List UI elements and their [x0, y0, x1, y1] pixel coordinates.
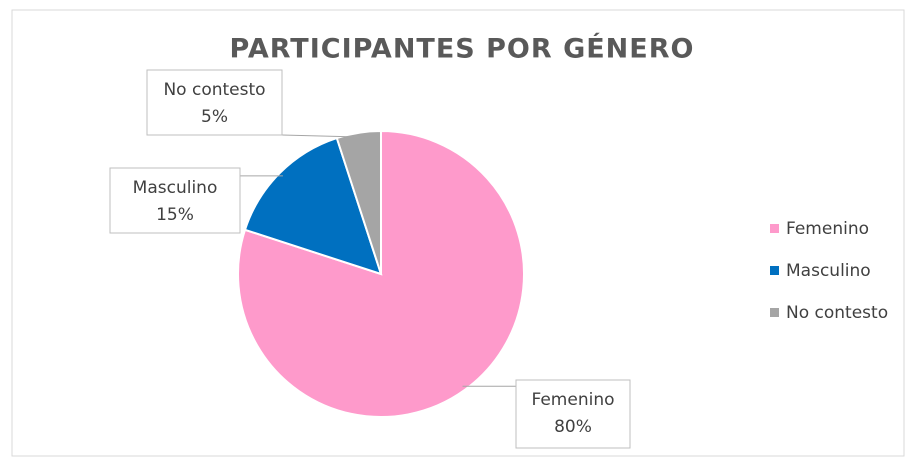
legend-swatch: [770, 224, 779, 233]
data-label-value: 80%: [554, 417, 592, 437]
data-label-value: 15%: [156, 205, 194, 225]
label-box: [146, 69, 283, 136]
data-label-name: Femenino: [532, 390, 615, 410]
legend-label: Masculino: [786, 261, 871, 281]
legend-swatch: [770, 308, 779, 317]
label-box: [515, 379, 631, 449]
label-box: [109, 167, 241, 234]
legend-label: Femenino: [786, 219, 869, 239]
legend-label: No contesto: [786, 303, 888, 323]
pie-slice: [335, 129, 382, 275]
leader-line: [281, 134, 360, 138]
data-label-name: Masculino: [133, 178, 218, 198]
legend-swatch: [770, 266, 779, 275]
data-label-value: 5%: [201, 107, 228, 127]
chart-title: PARTICIPANTES POR GÉNERO: [230, 33, 695, 65]
data-label-name: No contesto: [163, 80, 265, 100]
